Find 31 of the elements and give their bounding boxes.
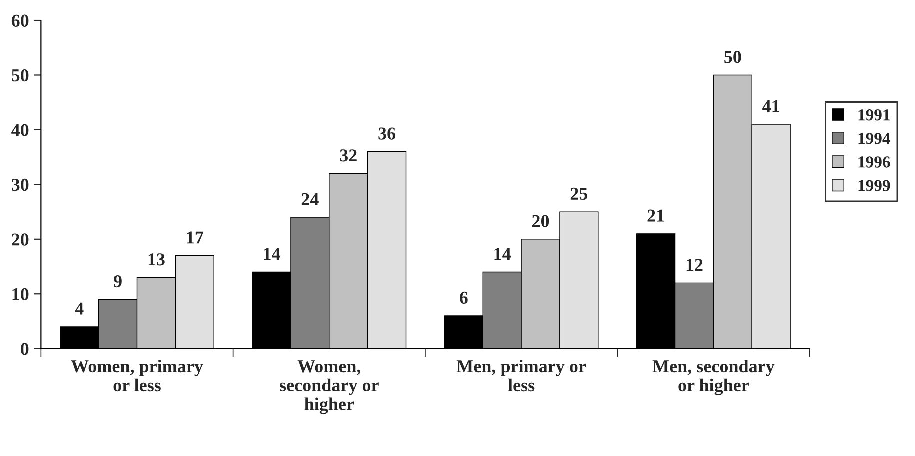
data-label: 13 [148, 254, 165, 266]
y-tick-label: 10 [12, 288, 29, 301]
data-label: 14 [264, 248, 280, 260]
y-tick-label: 0 [21, 343, 29, 356]
data-label: 20 [532, 215, 550, 228]
data-label: 9 [114, 275, 122, 288]
x-tick-label: Women, primary or less [71, 360, 204, 392]
legend-label: 1994 [858, 133, 890, 144]
data-label: 25 [570, 188, 588, 200]
y-tick-label: 40 [12, 124, 29, 136]
data-label: 14 [494, 248, 512, 260]
x-tick-label: Men, primary or less [456, 360, 586, 392]
y-tick-label: 50 [12, 69, 29, 82]
data-label: 6 [460, 292, 468, 304]
data-label: 12 [686, 259, 703, 271]
legend-label: 1996 [858, 156, 890, 168]
data-label: 32 [340, 150, 357, 162]
data-label: 36 [378, 128, 396, 140]
data-label: 50 [724, 51, 742, 64]
data-label: 24 [302, 193, 319, 206]
x-tick-label: Women, secondary or higher [280, 360, 379, 414]
legend-label: 1999 [858, 180, 890, 192]
data-label: 17 [187, 232, 204, 244]
data-label: 41 [762, 100, 780, 112]
data-label: 21 [648, 210, 664, 222]
y-tick-label: 20 [12, 234, 29, 246]
data-label: 4 [75, 302, 84, 315]
x-tick-label: Men, secondary or higher [652, 360, 775, 396]
y-tick-label: 60 [12, 14, 29, 27]
legend-label: 1991 [858, 110, 890, 121]
y-tick-label: 30 [12, 178, 29, 192]
